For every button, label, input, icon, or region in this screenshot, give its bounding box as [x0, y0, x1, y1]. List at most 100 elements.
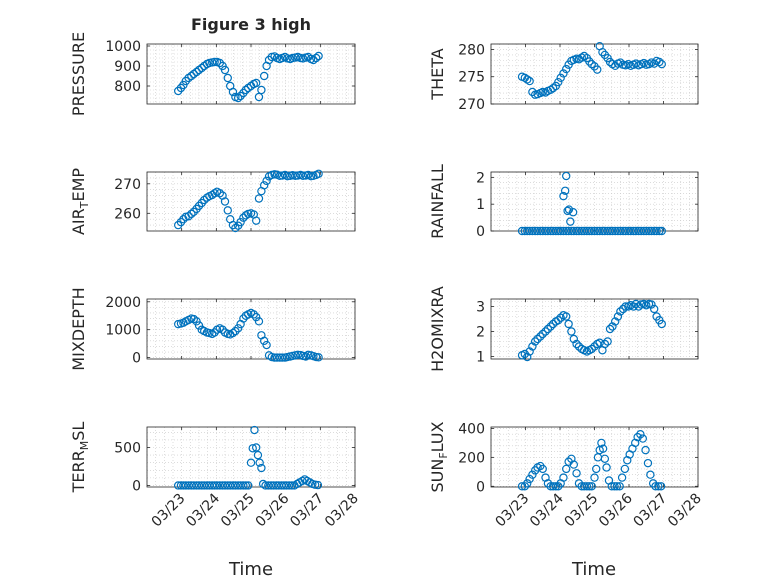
data-point: [631, 226, 641, 236]
data-point: [270, 52, 279, 61]
data-point: [636, 226, 646, 236]
data-point: [572, 469, 581, 478]
data-point: [525, 76, 534, 86]
data-point: [272, 353, 282, 362]
data-point: [311, 53, 321, 63]
data-point: [257, 463, 266, 473]
data-point: [252, 312, 261, 322]
data-point: [543, 226, 553, 236]
data-point: [528, 226, 537, 236]
y-tick-label: 1: [476, 197, 485, 213]
data-point: [254, 194, 264, 203]
x-axis-label-right: Time: [571, 559, 616, 580]
data-point: [559, 473, 568, 482]
y-axis-label: AIRTEMP: [69, 168, 91, 235]
data-point: [223, 73, 232, 83]
data-point: [538, 329, 547, 339]
data-point: [611, 317, 620, 326]
y-tick-label: 0: [132, 478, 141, 494]
data-point: [595, 338, 604, 347]
data-point: [525, 347, 534, 356]
data-point: [655, 57, 664, 67]
data-point: [228, 87, 238, 97]
data-point: [246, 458, 256, 467]
data-point: [314, 51, 323, 61]
data-point: [254, 317, 264, 326]
data-point: [556, 313, 565, 322]
data-point: [564, 205, 574, 214]
data-point: [608, 226, 617, 236]
grid-lines: [490, 299, 699, 359]
series-markers: [173, 169, 323, 233]
data-point: [595, 226, 604, 236]
data-point: [603, 337, 612, 346]
y-tick-label: 2000: [105, 295, 141, 311]
data-point: [642, 226, 651, 236]
y-tick-label: 2: [476, 170, 485, 186]
data-point: [598, 47, 607, 57]
data-point: [593, 65, 602, 74]
data-point: [600, 454, 610, 464]
data-point: [554, 77, 563, 87]
data-point: [562, 64, 571, 74]
data-point: [536, 332, 545, 341]
data-point: [611, 226, 620, 236]
data-point: [239, 481, 248, 490]
data-point: [643, 458, 653, 468]
y-tick-label: 1000: [105, 323, 141, 339]
data-point: [210, 57, 219, 67]
data-point: [587, 226, 596, 236]
data-point: [262, 340, 271, 350]
data-point: [651, 482, 660, 491]
data-point: [574, 226, 584, 236]
series-markers: [517, 299, 666, 362]
data-point: [638, 434, 648, 443]
y-tick-label: 260: [114, 206, 141, 222]
axes-pressure: 800 900 1000 PRESSURE: [69, 32, 356, 116]
data-point: [189, 481, 198, 490]
data-point: [548, 482, 558, 491]
data-point: [233, 324, 243, 333]
data-point: [620, 464, 630, 474]
data-point: [197, 63, 206, 73]
y-tick-label: 0: [132, 351, 141, 367]
data-point: [220, 481, 230, 490]
plot-area: [147, 172, 355, 231]
data-point: [278, 353, 287, 362]
data-point: [572, 339, 581, 349]
data-point: [562, 312, 571, 321]
data-point: [548, 83, 558, 93]
data-point: [282, 481, 291, 490]
data-point: [252, 216, 261, 225]
data-point: [592, 464, 601, 474]
data-point: [194, 321, 204, 330]
data-point: [546, 322, 555, 331]
data-point: [597, 438, 606, 448]
y-tick-label: 270: [114, 177, 141, 193]
y-axis-label: THETA: [428, 48, 447, 100]
data-point: [525, 226, 534, 236]
data-point: [298, 171, 308, 181]
data-point: [568, 208, 578, 217]
data-point: [608, 322, 617, 331]
data-point: [210, 481, 219, 490]
data-point: [241, 85, 250, 95]
data-point: [617, 473, 627, 482]
y-tick-label: 400: [458, 421, 485, 437]
data-point: [615, 482, 624, 491]
axes-theta: 270 275 280 THETA: [428, 41, 699, 113]
y-tick-label: 0: [476, 224, 485, 240]
data-point: [225, 481, 235, 490]
data-point: [187, 71, 196, 81]
series-markers: [517, 171, 666, 236]
data-point: [530, 337, 540, 346]
data-point: [569, 226, 579, 236]
data-point: [554, 226, 563, 236]
data-point: [259, 336, 269, 346]
data-point: [269, 481, 278, 490]
data-point: [613, 312, 623, 321]
data-point: [585, 57, 594, 66]
data-point: [616, 226, 625, 236]
data-point: [288, 53, 297, 63]
